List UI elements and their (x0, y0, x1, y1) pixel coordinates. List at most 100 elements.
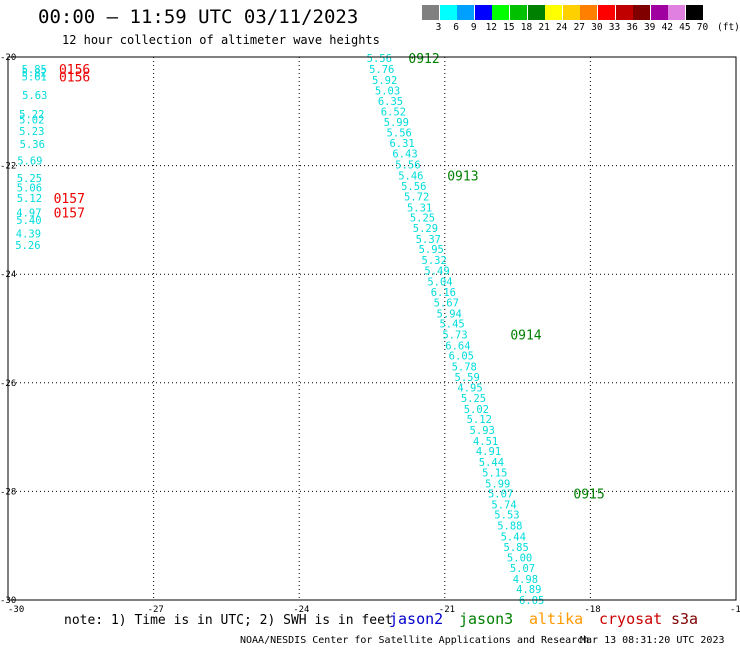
swh-value: 5.44 (501, 531, 526, 543)
swh-value: 5.22 (19, 109, 44, 121)
scale-label-30: 30 (591, 22, 603, 33)
plot-frame (7, 56, 737, 601)
pass-time-label: 0157 (54, 206, 85, 221)
swh-value: 6.31 (389, 138, 414, 150)
pass-time-label: 0912 (408, 52, 439, 67)
grid-lines (8, 57, 736, 600)
swh-value: 5.53 (494, 510, 519, 522)
scale-label-42: 42 (661, 22, 674, 33)
pass-time-label: 0913 (447, 169, 478, 184)
swh-value: 4.91 (476, 446, 501, 458)
swh-value: 5.93 (470, 425, 495, 437)
swh-value: 5.63 (22, 90, 47, 102)
scale-label-3: 3 (435, 22, 442, 33)
swh-value: 4.51 (473, 436, 498, 448)
scale-label-6: 6 (453, 22, 459, 33)
swh-value: 5.88 (497, 521, 522, 533)
swh-value: 5.25 (410, 213, 435, 225)
swh-value: 5.99 (485, 478, 510, 490)
scale-label-45: 45 (679, 22, 691, 33)
scale-label-27: 27 (573, 22, 586, 33)
swh-value: 5.59 (455, 372, 480, 384)
swh-value: 4.97 (16, 207, 41, 219)
swh-value: 5.85 (22, 64, 47, 76)
swh-value: 5.07 (488, 489, 513, 501)
swh-value: 5.74 (491, 499, 516, 511)
scale-swatch-42 (650, 5, 668, 20)
satellite-s3a: s3a (671, 610, 699, 628)
swh-value: 5.25 (17, 173, 42, 185)
swh-value: 6.05 (449, 351, 474, 363)
scale-swatch-21 (527, 5, 545, 20)
swh-value: 5.56 (387, 127, 412, 139)
x-tick-label: -21 (439, 605, 455, 615)
swh-value: 5.95 (419, 244, 444, 256)
pass-time-label: 0157 (54, 192, 85, 207)
page-title: 00:00 – 11:59 UTC 03/11/2023 (38, 6, 359, 28)
x-tick-label: -15 (730, 605, 740, 615)
swh-value: 5.29 (413, 223, 438, 235)
footer-credit: NOAA/NESDIS Center for Satellite Applica… (240, 635, 590, 646)
swh-value: 5.02 (464, 404, 489, 416)
swh-value: 5.25 (461, 393, 486, 405)
swh-value: 5.72 (404, 192, 429, 204)
swh-data-points: 5.565.765.925.036.356.525.995.566.316.43… (15, 53, 544, 607)
swh-value: 5.82 (22, 68, 47, 80)
scale-swatch-27 (562, 5, 580, 20)
x-tick-label: -27 (148, 605, 164, 615)
axis-tick-labels: -30-27-24-21-18-15-20-22-24-26-28-30 (0, 53, 740, 615)
scale-label-21: 21 (538, 22, 550, 33)
scale-swatch-12 (474, 5, 492, 20)
swh-value: 5.56 (395, 160, 420, 172)
swh-value: 5.73 (442, 329, 467, 341)
x-tick-label: -24 (293, 605, 309, 615)
swh-value: 5.69 (17, 156, 42, 168)
swh-value: 4.89 (516, 584, 541, 596)
scale-swatch-70 (686, 5, 703, 20)
swh-value: 5.31 (407, 202, 432, 214)
satellite-cryosat: cryosat (599, 610, 663, 628)
swh-value: 5.04 (427, 276, 452, 288)
scale-swatch-3 (422, 5, 439, 20)
footer-timestamp: Mar 13 08:31:20 UTC 2023 (580, 635, 725, 646)
swh-value: 5.56 (367, 53, 392, 65)
scale-label-70: 70 (696, 22, 709, 33)
swh-value: 5.40 (16, 215, 41, 227)
swh-value: 5.02 (19, 114, 44, 126)
swh-value: 5.00 (507, 553, 532, 565)
swh-value: 5.94 (437, 308, 462, 320)
scale-swatch-36 (615, 5, 633, 20)
y-tick-label: -30 (0, 596, 16, 606)
swh-value: 5.12 (17, 193, 42, 205)
pass-time-label: 0915 (573, 488, 604, 503)
swh-value: 5.92 (372, 75, 397, 87)
scale-label-33: 33 (608, 22, 621, 33)
swh-value: 5.85 (504, 542, 529, 554)
x-tick-label: -18 (584, 605, 600, 615)
swh-value: 6.35 (378, 96, 403, 108)
scale-swatch-45 (668, 5, 686, 20)
swh-value: 5.12 (467, 414, 492, 426)
swh-value: 5.32 (422, 255, 447, 267)
swh-value: 5.23 (19, 126, 44, 138)
satellite-altika: altika (529, 610, 584, 628)
swh-value: 6.16 (431, 287, 456, 299)
scale-label-39: 39 (643, 22, 656, 33)
swh-value: 4.39 (16, 228, 41, 240)
swh-value: 5.07 (510, 563, 535, 575)
scale-swatch-6 (439, 5, 457, 20)
chart-subtitle: 12 hour collection of altimeter wave hei… (62, 33, 380, 47)
scale-swatch-24 (545, 5, 563, 20)
scale-swatch-9 (457, 5, 475, 20)
swh-value: 5.26 (15, 240, 40, 252)
scale-label-24: 24 (555, 22, 568, 33)
swh-value: 5.06 (17, 182, 42, 194)
scale-label-9: 9 (470, 22, 477, 33)
swh-value: 4.98 (513, 574, 538, 586)
satellite-jason3: jason3 (459, 610, 514, 628)
swh-value: 5.45 (439, 319, 464, 331)
swh-value: 5.49 (424, 265, 449, 277)
scale-swatch-39 (633, 5, 651, 20)
scale-swatch-18 (510, 5, 527, 20)
